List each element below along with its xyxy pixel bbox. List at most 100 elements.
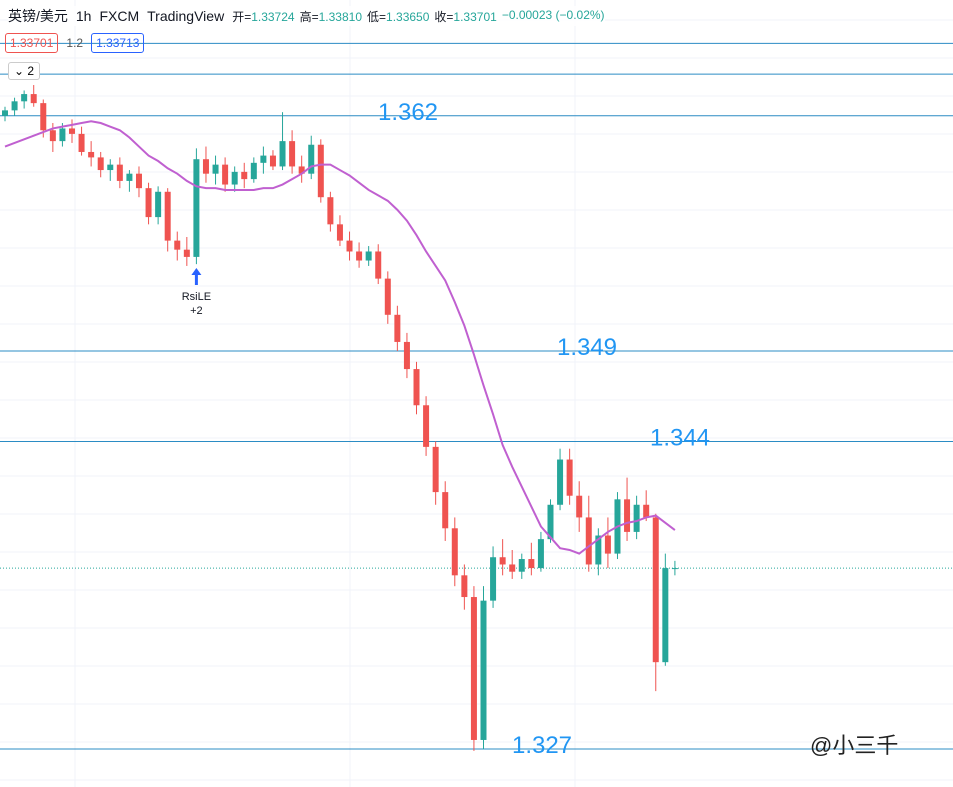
candle-body [451, 528, 458, 576]
candle-body [509, 564, 516, 572]
candle-body [356, 251, 363, 261]
header: 英镑/美元 1h FXCM TradingView 开=1.33724 高=1.… [8, 6, 605, 26]
candle-body [231, 171, 238, 185]
candle-body [327, 197, 334, 225]
candle-body [375, 251, 382, 279]
candle-body [145, 188, 152, 218]
spread: 1.2 [66, 36, 84, 50]
broker: FXCM [99, 8, 140, 24]
candle-body [68, 128, 75, 134]
badge-count: 2 [27, 64, 35, 78]
candle-body [413, 369, 420, 406]
candle-body [78, 133, 85, 152]
ohlc-value: 1.33650 [386, 9, 430, 24]
candle-body [365, 251, 372, 261]
candle-body [97, 157, 104, 171]
candle-body [88, 151, 95, 158]
candle-body [652, 517, 659, 663]
candle-body [308, 144, 315, 174]
candle-body [174, 240, 181, 250]
candle-body [595, 535, 602, 565]
candle-body [547, 504, 554, 540]
level-label: 1.349 [557, 334, 617, 361]
candle-body [576, 495, 583, 518]
candle-body [528, 559, 535, 569]
candle-body [116, 164, 123, 181]
candle-body [164, 191, 171, 241]
candle-body [394, 314, 401, 342]
candle-body [461, 575, 468, 598]
level-label: 1.344 [650, 424, 710, 451]
bid[interactable]: 1.33701 [5, 33, 59, 53]
candle-body [432, 446, 439, 493]
candle-body [566, 459, 573, 496]
candle-body [643, 504, 650, 518]
candle-body [126, 173, 133, 181]
quote: 1.33701 1.2 1.33713 [5, 33, 145, 53]
candle-body [317, 144, 324, 198]
indicator-badge[interactable]: ⌄ 2 [8, 62, 41, 80]
candle-body [557, 459, 564, 505]
ohlc-label: 开= [232, 9, 252, 24]
candle-body [250, 162, 257, 180]
candle-body [260, 155, 267, 163]
candle-body [289, 141, 296, 167]
ask[interactable]: 1.33713 [91, 33, 145, 53]
candle-body [633, 504, 640, 532]
candle-body [604, 535, 611, 554]
candle-body [480, 600, 487, 740]
candle-body [346, 240, 353, 252]
interval[interactable]: 1h [75, 8, 92, 24]
ohlc: 开=1.33724 高=1.33810 低=1.33650 收=1.33701 … [232, 8, 604, 25]
candle-body [269, 155, 276, 167]
moving-average [4, 120, 676, 555]
symbol[interactable]: 英镑/美元 [8, 8, 68, 24]
candle-body [499, 557, 506, 565]
ohlc-value: 1.33724 [251, 9, 295, 24]
candle-body [518, 559, 525, 572]
candle-body [241, 171, 248, 180]
candle-body [30, 94, 37, 104]
candle-body [21, 94, 28, 102]
candle-body [662, 568, 669, 663]
candle-body [59, 128, 66, 142]
change: −0.00023 (−0.02%) [501, 7, 605, 22]
candle-body [40, 103, 47, 131]
signal-qty: +2 [190, 305, 203, 317]
platform: TradingView [147, 8, 225, 24]
candle-body [470, 597, 477, 740]
candle-body [49, 130, 56, 142]
candle-body [423, 405, 430, 447]
candle-body [107, 164, 114, 171]
candle-body [193, 159, 200, 257]
candle-body [671, 568, 678, 570]
candle-body [2, 110, 8, 116]
candle-body [279, 141, 286, 167]
candle-body [212, 164, 219, 174]
level-label: 1.362 [378, 99, 438, 126]
candle-body [135, 173, 142, 189]
candle-body [403, 341, 410, 370]
candle-body [442, 492, 449, 529]
ohlc-label: 高= [299, 9, 319, 24]
candle-body [222, 164, 229, 185]
candle-body [298, 166, 305, 174]
watermark: @小三千 [810, 733, 899, 758]
candle-body [11, 101, 18, 111]
candle-body [336, 224, 343, 241]
candle-body [384, 278, 391, 315]
candle-body [202, 159, 209, 174]
signal-label: RsiLE [182, 291, 211, 303]
ohlc-value: 1.33810 [318, 9, 362, 24]
level-label: 1.327 [512, 732, 572, 759]
candle-body [490, 557, 497, 601]
candle-body [624, 499, 631, 532]
signal-arrow [191, 268, 202, 285]
ohlc-label: 收= [434, 9, 454, 24]
candle-body [585, 517, 592, 565]
candle-body [183, 249, 190, 257]
ohlc-label: 低= [367, 9, 387, 24]
candle-body [537, 539, 544, 569]
